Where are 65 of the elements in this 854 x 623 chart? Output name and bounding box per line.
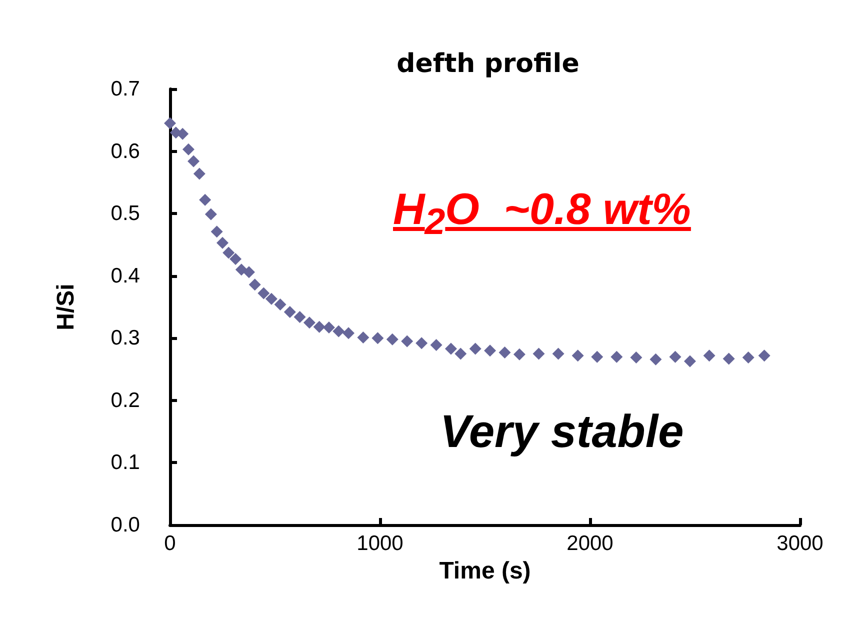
point <box>265 292 278 305</box>
annotation: H$_{2}$O ~0.8 wt% <box>393 185 691 242</box>
point <box>284 306 296 318</box>
point <box>498 346 511 358</box>
point <box>758 350 770 362</box>
y-axis-title: H/Si <box>52 284 80 330</box>
x-tick-label: 0 <box>164 532 176 555</box>
point <box>552 348 564 360</box>
point <box>684 355 696 368</box>
point <box>182 143 194 156</box>
y-tick-label: 0.0 <box>110 514 140 536</box>
point <box>610 350 623 363</box>
point <box>332 325 345 338</box>
point <box>484 344 496 357</box>
point <box>258 287 270 300</box>
point <box>454 348 467 360</box>
point <box>469 342 482 355</box>
point <box>294 310 306 323</box>
y-tick-label: 0.6 <box>110 140 140 163</box>
point <box>430 338 442 351</box>
point <box>444 342 457 355</box>
chart-title: defth profile <box>396 49 580 79</box>
point <box>210 226 223 238</box>
point <box>669 350 682 363</box>
point <box>188 155 200 168</box>
y-tick-label: 0.4 <box>110 264 140 288</box>
annotation: Very stable <box>440 405 684 457</box>
point <box>386 333 398 346</box>
point <box>650 353 662 366</box>
point <box>199 194 212 206</box>
y-tick-label: 0.3 <box>110 326 140 350</box>
point <box>303 316 316 329</box>
point <box>313 320 326 333</box>
point <box>204 208 217 220</box>
point <box>274 298 286 311</box>
point <box>222 246 235 259</box>
point <box>342 327 354 340</box>
point <box>513 348 526 360</box>
point <box>703 350 716 362</box>
y-tick-label: 0.2 <box>110 388 140 412</box>
point <box>242 266 255 278</box>
point <box>630 351 642 364</box>
point <box>357 332 370 344</box>
x-axis-title: Time (s) <box>439 557 531 584</box>
point <box>591 350 604 363</box>
point <box>416 337 428 350</box>
y-tick-label: 0.1 <box>110 451 140 474</box>
point <box>722 352 735 365</box>
point <box>372 332 384 344</box>
point <box>532 348 545 360</box>
y-tick-label: 0.5 <box>110 202 140 226</box>
point <box>401 335 414 348</box>
point <box>193 168 206 180</box>
point <box>164 117 176 130</box>
x-tick-label: 3000 <box>776 532 824 555</box>
point <box>235 264 248 276</box>
point <box>230 253 242 266</box>
point <box>322 322 335 334</box>
point <box>572 350 584 362</box>
y-tick-label: 0.7 <box>110 78 140 100</box>
point <box>248 278 261 291</box>
point <box>216 236 228 249</box>
x-tick-label: 2000 <box>566 532 614 555</box>
point <box>742 351 754 364</box>
x-tick-label: 1000 <box>356 532 404 555</box>
